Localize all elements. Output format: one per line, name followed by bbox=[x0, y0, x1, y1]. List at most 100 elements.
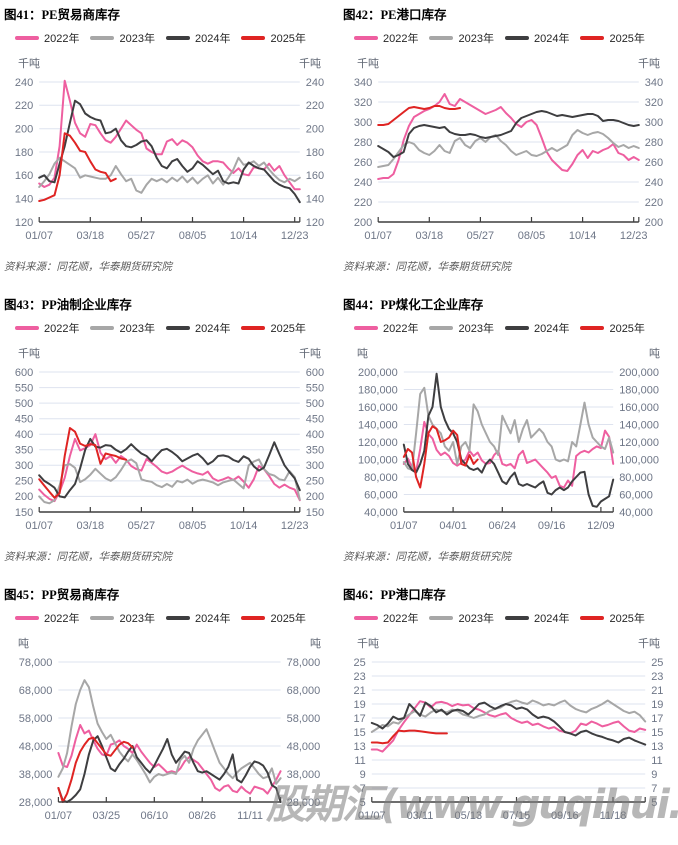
chart-legend: 2022年 2023年 2024年 2025年 bbox=[15, 610, 339, 626]
legend-swatch-2023 bbox=[90, 616, 115, 620]
unit-right: 千吨 bbox=[299, 58, 321, 70]
legend-swatch-2022 bbox=[15, 36, 39, 40]
svg-text:200: 200 bbox=[645, 217, 663, 229]
svg-text:200: 200 bbox=[15, 491, 33, 503]
svg-text:78,000: 78,000 bbox=[19, 657, 53, 669]
svg-text:140: 140 bbox=[306, 194, 324, 206]
svg-text:350: 350 bbox=[15, 445, 33, 457]
svg-text:300: 300 bbox=[306, 460, 324, 472]
legend-item-2023: 2023年 bbox=[429, 610, 494, 626]
svg-text:160: 160 bbox=[15, 170, 33, 182]
legend-item-2024: 2024年 bbox=[165, 610, 230, 626]
chart-title: 图41：PE贸易商库存 bbox=[4, 8, 120, 22]
svg-text:09/16: 09/16 bbox=[551, 810, 579, 822]
line-chart-svg: 120 120 140 140 160 160 180 180 200 200 220 220 240 2… bbox=[15, 77, 324, 242]
svg-text:60,000: 60,000 bbox=[619, 489, 653, 501]
svg-text:05/27: 05/27 bbox=[467, 230, 495, 242]
svg-text:450: 450 bbox=[15, 414, 33, 426]
svg-text:03/11: 03/11 bbox=[407, 810, 434, 822]
legend-item-2023: 2023年 bbox=[429, 320, 494, 336]
svg-text:19: 19 bbox=[651, 699, 663, 711]
svg-text:19: 19 bbox=[354, 699, 366, 711]
unit-right: 千吨 bbox=[299, 348, 321, 360]
svg-text:23: 23 bbox=[354, 671, 366, 683]
unit-left: 千吨 bbox=[18, 58, 40, 70]
svg-text:100,000: 100,000 bbox=[619, 454, 659, 466]
unit-left: 千吨 bbox=[357, 638, 379, 650]
legend-swatch-2024 bbox=[165, 616, 190, 620]
svg-text:09/16: 09/16 bbox=[538, 520, 566, 532]
axis-units: 千吨 千吨 bbox=[339, 46, 678, 71]
svg-text:5: 5 bbox=[651, 797, 657, 809]
line-chart: 5 5 7 7 9 9 11 11 13 13 15 15 17 17 19 19 21 21 23 23 25 25 01… bbox=[339, 652, 678, 828]
svg-text:250: 250 bbox=[15, 476, 33, 488]
legend-label: 2024年 bbox=[194, 33, 231, 45]
axis-units: 千吨 千吨 bbox=[0, 46, 339, 71]
legend-label: 2022年 bbox=[44, 323, 80, 335]
axis-units: 千吨 千吨 bbox=[0, 336, 339, 361]
svg-text:300: 300 bbox=[15, 460, 33, 472]
svg-text:48,000: 48,000 bbox=[287, 741, 321, 753]
unit-right: 吨 bbox=[649, 348, 660, 360]
legend-label: 2022年 bbox=[44, 33, 80, 45]
legend-item-2022: 2022年 bbox=[354, 30, 418, 46]
legend-label: 2023年 bbox=[458, 33, 494, 45]
svg-text:38,000: 38,000 bbox=[19, 769, 53, 781]
legend-label: 2023年 bbox=[119, 323, 155, 335]
svg-text:120,000: 120,000 bbox=[619, 437, 659, 449]
svg-text:200,000: 200,000 bbox=[358, 367, 398, 379]
line-chart-svg: 150 150 200 200 250 250 300 300 350 350 400 400 450 4… bbox=[15, 367, 324, 532]
chart-legend: 2022年 2023年 2024年 2025年 bbox=[354, 610, 678, 626]
chart-panel-pp-coal: 图44：PP煤化工企业库存 2022年 2023年 2024年 2025年 吨吨… bbox=[339, 290, 678, 580]
legend-swatch-2022 bbox=[354, 616, 378, 620]
svg-text:160,000: 160,000 bbox=[619, 402, 659, 414]
svg-text:11/11: 11/11 bbox=[237, 810, 263, 822]
svg-text:180: 180 bbox=[15, 147, 33, 159]
svg-text:05/13: 05/13 bbox=[455, 810, 483, 822]
svg-text:01/07: 01/07 bbox=[45, 810, 73, 822]
legend-label: 2022年 bbox=[383, 613, 419, 625]
svg-text:500: 500 bbox=[306, 398, 324, 410]
svg-text:08/05: 08/05 bbox=[179, 520, 207, 532]
svg-text:500: 500 bbox=[15, 398, 33, 410]
unit-left: 吨 bbox=[18, 638, 29, 650]
legend-swatch-2024 bbox=[504, 326, 529, 330]
legend-item-2023: 2023年 bbox=[90, 320, 155, 336]
svg-text:350: 350 bbox=[306, 445, 324, 457]
chart-legend: 2022年 2023年 2024年 2025年 bbox=[15, 30, 339, 46]
svg-text:280: 280 bbox=[354, 137, 372, 149]
legend-label: 2025年 bbox=[270, 33, 306, 45]
svg-text:28,000: 28,000 bbox=[287, 797, 321, 809]
svg-text:11: 11 bbox=[354, 755, 365, 767]
axis-units: 千吨 千吨 bbox=[339, 626, 678, 651]
charts-row-2: 图43：PP油制企业库存 2022年 2023年 2024年 2025年 千吨千… bbox=[0, 290, 678, 580]
legend-item-2025: 2025年 bbox=[580, 610, 645, 626]
svg-text:01/07: 01/07 bbox=[390, 520, 418, 532]
svg-text:300: 300 bbox=[645, 117, 663, 129]
svg-text:40,000: 40,000 bbox=[619, 507, 653, 519]
svg-text:600: 600 bbox=[306, 367, 324, 379]
svg-text:220: 220 bbox=[15, 100, 33, 112]
legend-label: 2023年 bbox=[458, 613, 494, 625]
legend-swatch-2022 bbox=[15, 326, 39, 330]
line-chart: 120 120 140 140 160 160 180 180 200 200 220 220 240 2… bbox=[0, 72, 339, 248]
svg-text:220: 220 bbox=[354, 197, 372, 209]
svg-text:68,000: 68,000 bbox=[287, 685, 321, 697]
legend-label: 2025年 bbox=[609, 33, 645, 45]
svg-text:11: 11 bbox=[651, 755, 662, 767]
svg-text:160,000: 160,000 bbox=[358, 402, 398, 414]
legend-item-2024: 2024年 bbox=[165, 320, 230, 336]
source-note: 资料来源：同花顺，华泰期货研究院 bbox=[343, 262, 511, 273]
legend-item-2022: 2022年 bbox=[354, 320, 418, 336]
svg-text:80,000: 80,000 bbox=[619, 472, 653, 484]
legend-label: 2025年 bbox=[609, 613, 645, 625]
legend-label: 2025年 bbox=[270, 323, 306, 335]
svg-text:28,000: 28,000 bbox=[19, 797, 53, 809]
legend-item-2025: 2025年 bbox=[580, 320, 645, 336]
svg-text:180: 180 bbox=[306, 147, 324, 159]
legend-item-2023: 2023年 bbox=[90, 30, 155, 46]
legend-swatch-2024 bbox=[504, 36, 529, 40]
svg-text:10/14: 10/14 bbox=[569, 230, 597, 242]
svg-text:200: 200 bbox=[306, 491, 324, 503]
svg-text:08/26: 08/26 bbox=[188, 810, 216, 822]
